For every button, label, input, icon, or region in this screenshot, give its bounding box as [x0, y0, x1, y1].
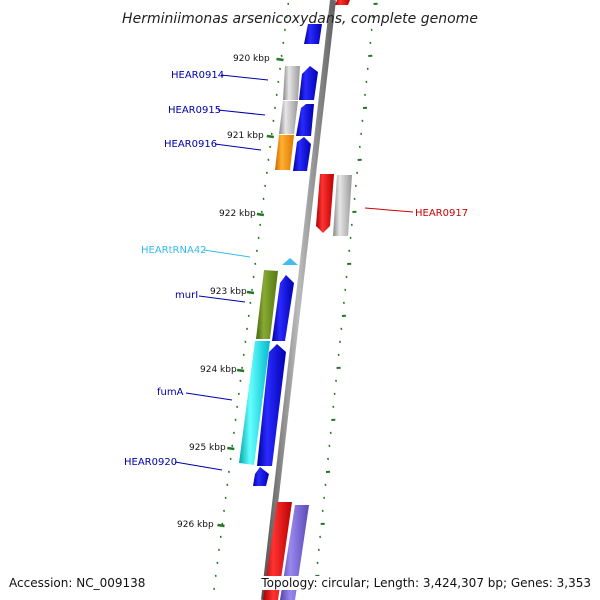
- gene-label-hear0916[interactable]: HEAR0916: [164, 139, 217, 150]
- ring-dots: [213, 2, 378, 590]
- topology-text: Topology: circular; Length: 3,424,307 bp…: [258, 576, 594, 590]
- gene-arrow-hear0915[interactable]: [279, 101, 298, 134]
- major-tick: [276, 57, 284, 62]
- major-tick: [217, 523, 225, 528]
- gene-arrow-blue-fumA[interactable]: [257, 344, 286, 466]
- gene-arrow-top-partial[interactable]: [304, 24, 322, 44]
- gene-label-hear0917[interactable]: HEAR0917: [415, 208, 468, 219]
- leader-hear0917: [364, 207, 414, 213]
- leader-heartrna42: [203, 249, 251, 258]
- gene-arrow-fumA[interactable]: [239, 341, 270, 465]
- gene-label-hear0920[interactable]: HEAR0920: [124, 457, 177, 468]
- gene-arrow-blue-3[interactable]: [293, 137, 311, 171]
- gene-label-hear0914[interactable]: HEAR0914: [171, 70, 224, 81]
- kbp-label: 922 kbp: [219, 209, 256, 219]
- gene-arrow-hear0916[interactable]: [275, 135, 294, 170]
- leader-hear0915: [217, 109, 266, 116]
- gene-arrow-gray-right[interactable]: [333, 175, 352, 236]
- genome-title: Herminiimonas arsenicoxydans, complete g…: [122, 11, 478, 27]
- major-tick: [256, 212, 265, 217]
- gene-label-hear0915[interactable]: HEAR0915: [168, 105, 221, 116]
- gene-arrow-blue-murI[interactable]: [272, 275, 294, 341]
- scale-ticks: [217, 57, 284, 528]
- kbp-label: 925 kbp: [189, 443, 226, 453]
- gene-label-muri[interactable]: murI: [175, 290, 198, 301]
- trna-arrow[interactable]: [282, 258, 298, 265]
- leader-fuma: [185, 392, 233, 401]
- gene-label-heartrna42[interactable]: HEARtRNA42: [141, 245, 207, 256]
- kbp-label: 921 kbp: [227, 131, 264, 141]
- kbp-label: 920 kbp: [233, 54, 270, 64]
- accession-text: Accession: NC_009138: [6, 576, 149, 590]
- leader-hear0916: [214, 143, 262, 151]
- major-tick: [266, 134, 274, 139]
- leader-hear0920: [174, 461, 223, 471]
- gene-arrow-blue-hear0920[interactable]: [253, 467, 269, 486]
- leader-muri: [198, 295, 246, 303]
- gene-arrow-blue-1[interactable]: [299, 66, 318, 100]
- kbp-label: 926 kbp: [177, 520, 214, 530]
- gene-arrow-murI[interactable]: [256, 270, 278, 339]
- gene-arrow-bottom-red[interactable]: [263, 502, 292, 600]
- kbp-label: 924 kbp: [200, 365, 237, 375]
- genome-backbone: [261, 0, 336, 600]
- leader-hear0914: [220, 74, 269, 81]
- gene-arrow-hear0917[interactable]: [316, 174, 334, 233]
- major-tick: [227, 446, 235, 451]
- gene-arrow-hear0914[interactable]: [283, 66, 300, 100]
- kbp-label: 923 kbp: [210, 287, 247, 297]
- gene-arrow-top-red[interactable]: [335, 0, 350, 5]
- major-tick: [236, 368, 245, 373]
- major-tick: [246, 290, 255, 295]
- gene-arrow-blue-2[interactable]: [296, 104, 314, 136]
- gene-label-fuma[interactable]: fumA: [157, 387, 184, 398]
